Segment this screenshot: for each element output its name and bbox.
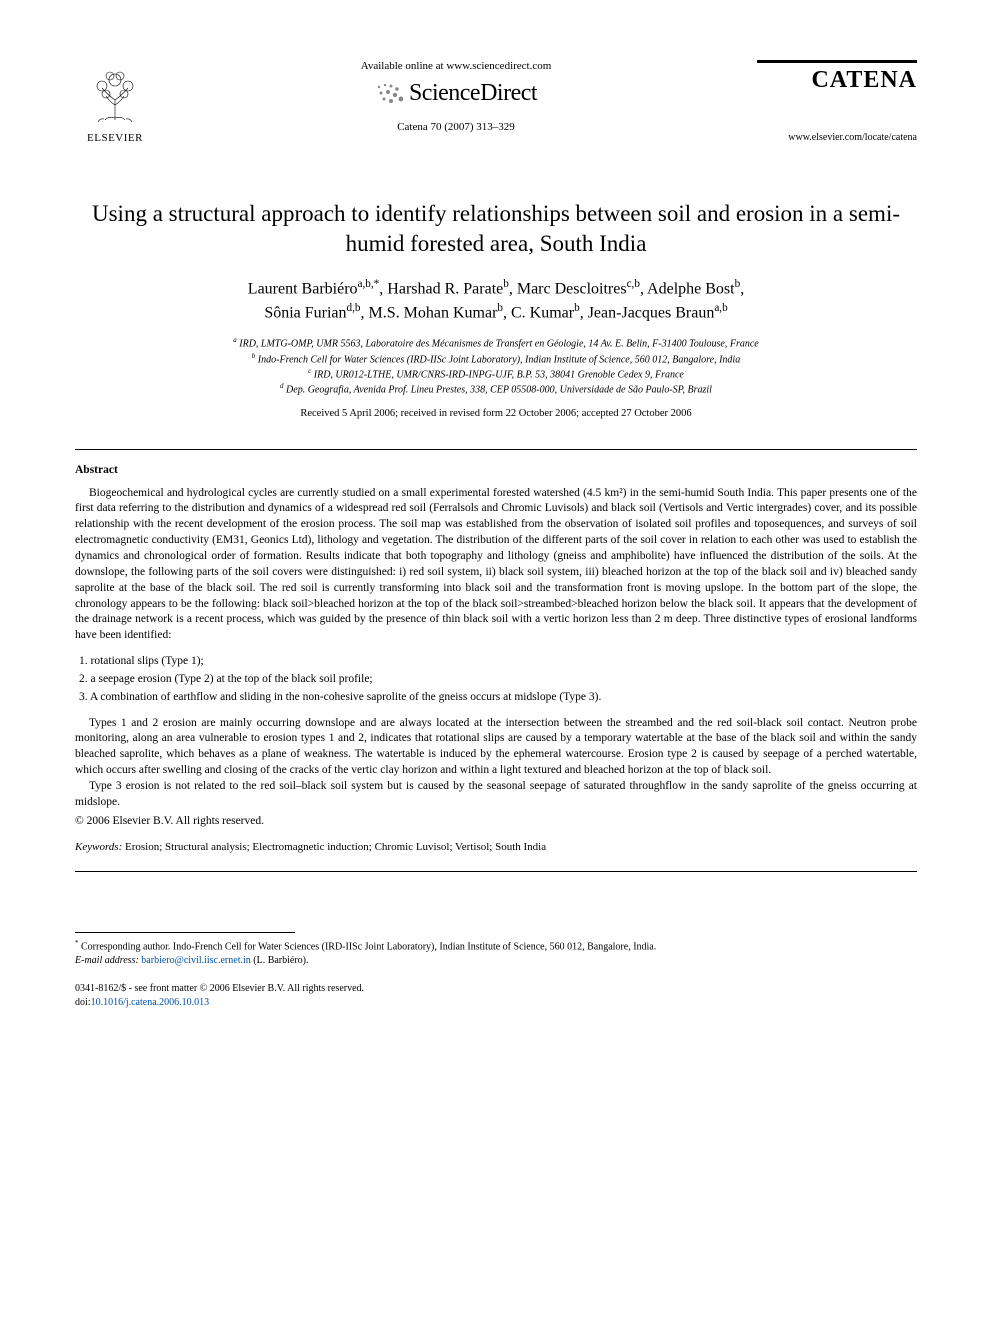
sciencedirect-dots-icon: [375, 83, 403, 105]
citation-text: Catena 70 (2007) 313–329: [175, 121, 737, 133]
front-matter-block: 0341-8162/$ - see front matter © 2006 El…: [75, 982, 917, 1010]
affiliation: IRD, LMTG-OMP, UMR 5563, Laboratoire des…: [237, 339, 759, 350]
email-link[interactable]: barbiero@civil.iisc.ernet.in: [141, 955, 250, 966]
abstract-paragraph: Type 3 erosion is not related to the red…: [75, 779, 917, 811]
keywords-block: Keywords: Erosion; Structural analysis; …: [75, 841, 917, 853]
doi-link[interactable]: 10.1016/j.catena.2006.10.013: [91, 997, 210, 1008]
keywords-label: Keywords:: [75, 841, 122, 853]
list-item: 2. a seepage erosion (Type 2) at the top…: [79, 671, 917, 689]
sciencedirect-logo: ScienceDirect: [375, 80, 537, 107]
header-center: Available online at www.sciencedirect.co…: [155, 60, 757, 133]
sciencedirect-text: ScienceDirect: [409, 80, 537, 107]
divider: [75, 449, 917, 450]
article-dates: Received 5 April 2006; received in revis…: [75, 408, 917, 419]
list-item: 3. A combination of earthflow and slidin…: [79, 689, 917, 707]
copyright-text: © 2006 Elsevier B.V. All rights reserved…: [75, 815, 917, 827]
author-sup: c,b: [627, 278, 640, 290]
catena-logo: CATENA: [757, 60, 917, 94]
affiliation: Indo-French Cell for Water Sciences (IRD…: [255, 354, 740, 365]
elsevier-logo-block: ELSEVIER: [75, 60, 155, 144]
journal-block: CATENA www.elsevier.com/locate/catena: [757, 60, 917, 143]
abstract-paragraph: Biogeochemical and hydrological cycles a…: [75, 486, 917, 645]
author: Sônia Furian: [264, 304, 346, 321]
elsevier-tree-icon: [80, 60, 150, 130]
author-sup: a,b: [714, 302, 727, 314]
authors-block: Laurent Barbiéroa,b,*, Harshad R. Parate…: [75, 277, 917, 324]
article-title: Using a structural approach to identify …: [75, 199, 917, 259]
doi-label: doi:: [75, 997, 91, 1008]
abstract-list: 1. rotational slips (Type 1); 2. a seepa…: [75, 653, 917, 706]
affiliations-block: a IRD, LMTG-OMP, UMR 5563, Laboratoire d…: [75, 336, 917, 397]
affiliation: Dep. Geografia, Avenida Prof. Lineu Pres…: [284, 385, 712, 396]
keywords-values: Erosion; Structural analysis; Electromag…: [122, 841, 546, 853]
list-item: 1. rotational slips (Type 1);: [79, 653, 917, 671]
footnote-divider: [75, 932, 295, 933]
email-label: E-mail address:: [75, 955, 139, 966]
corresponding-note: * Corresponding author. Indo-French Cell…: [75, 939, 917, 968]
front-matter-text: 0341-8162/$ - see front matter © 2006 El…: [75, 982, 917, 996]
catena-url: www.elsevier.com/locate/catena: [757, 132, 917, 143]
abstract-heading: Abstract: [75, 464, 917, 476]
author-sup: d,b: [347, 302, 361, 314]
available-online-text: Available online at www.sciencedirect.co…: [175, 60, 737, 72]
affiliation: IRD, UR012-LTHE, UMR/CNRS-IRD-INPG-UJF, …: [311, 369, 684, 380]
elsevier-label: ELSEVIER: [87, 132, 143, 144]
author: Laurent Barbiéro: [248, 280, 358, 297]
author-sup: a,b,*: [358, 278, 380, 290]
divider: [75, 871, 917, 872]
header: ELSEVIER Available online at www.science…: [75, 60, 917, 144]
abstract-paragraph: Types 1 and 2 erosion are mainly occurri…: [75, 716, 917, 779]
